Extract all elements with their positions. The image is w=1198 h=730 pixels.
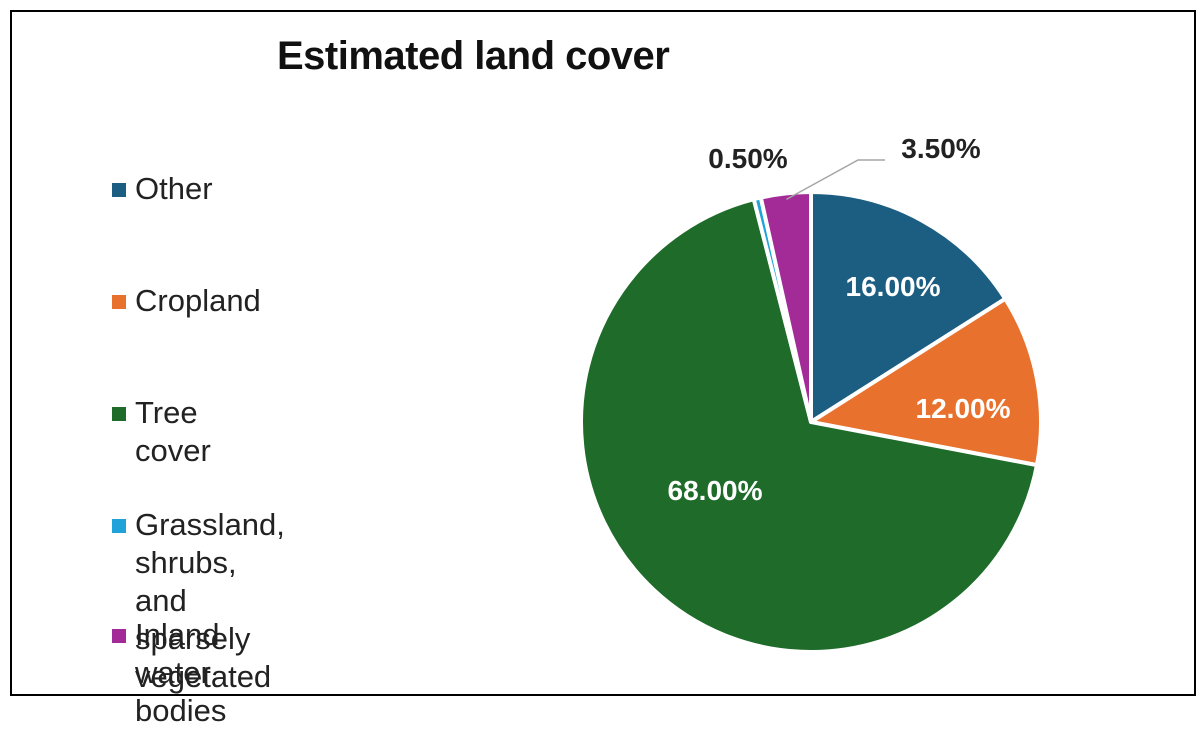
legend-label-cropland: Cropland — [135, 283, 261, 318]
chart-title: Estimated land cover — [277, 34, 670, 78]
legend-swatch-other — [112, 183, 126, 197]
pie-label-other: 16.00% — [846, 271, 941, 302]
pie-label-tree-cover: 68.00% — [668, 475, 763, 506]
pie-slice-other — [809, 190, 1008, 424]
pie-label-inland-water: 3.50% — [901, 133, 980, 164]
legend-item-other: Other — [112, 170, 213, 208]
pie-slice-cropland — [809, 296, 1043, 468]
legend-swatch-grassland — [112, 519, 126, 533]
legend-swatch-cropland — [112, 295, 126, 309]
legend-label-other: Other — [135, 171, 213, 206]
leader-line-inland-water — [786, 159, 885, 201]
legend-item-tree-cover: Tree cover — [112, 394, 211, 470]
pie-slice-tree-cover — [579, 197, 1039, 654]
legend-label-tree-cover: Tree cover — [135, 395, 211, 468]
pie-chart: 16.00% 12.00% 68.00% 0.50% 3.50% — [579, 133, 1043, 654]
pie-slices — [579, 190, 1043, 654]
pie-slice-inland-water — [758, 190, 813, 424]
legend-swatch-tree-cover — [112, 407, 126, 421]
legend-item-cropland: Cropland — [112, 282, 261, 320]
pie-label-cropland: 12.00% — [916, 393, 1011, 424]
pie-labels: 16.00% 12.00% 68.00% 0.50% 3.50% — [668, 133, 1011, 506]
legend-swatch-inland-water — [112, 629, 126, 643]
pie-label-grassland: 0.50% — [708, 143, 787, 174]
